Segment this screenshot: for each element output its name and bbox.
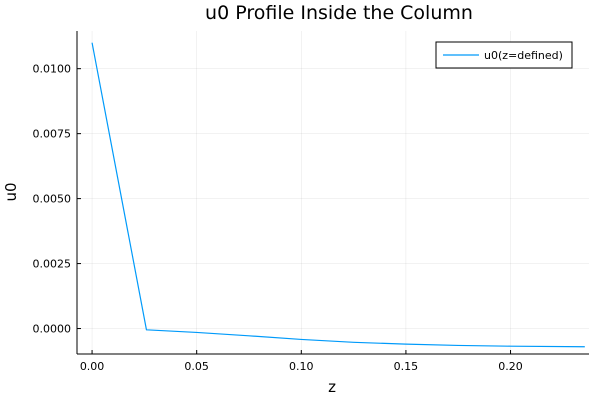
- series-layer: [91, 42, 585, 348]
- x-tick-label: 0.05: [184, 360, 209, 373]
- x-tick-label: 0.00: [80, 360, 105, 373]
- x-tick-label: 0.15: [394, 360, 419, 373]
- x-axis-title: z: [328, 378, 336, 396]
- x-tick-label: 0.20: [498, 360, 523, 373]
- series-line: [91, 42, 585, 348]
- data-point: [301, 339, 302, 340]
- ticks-layer: 0.00 0.05 0.10 0.15 0.20 0.0000 0.0025 0.0050 0.…: [33, 63, 523, 373]
- x-tick-label: 0.10: [289, 360, 314, 373]
- legend-label: u0(z=defined): [484, 49, 563, 62]
- data-point: [146, 329, 147, 330]
- y-tick-label: 0.0100: [33, 63, 72, 76]
- data-point: [510, 346, 511, 347]
- data-point: [353, 342, 354, 343]
- data-point: [196, 332, 197, 333]
- y-tick-label: 0.0075: [33, 128, 72, 141]
- data-point: [405, 344, 406, 345]
- axes-layer: [76, 31, 589, 355]
- legend: u0(z=defined): [435, 41, 573, 69]
- data-point: [584, 346, 585, 347]
- chart-title: u0 Profile Inside the Column: [205, 2, 473, 24]
- y-tick-label: 0.0000: [33, 323, 72, 336]
- grid-layer: [77, 31, 589, 354]
- data-point: [458, 345, 459, 346]
- data-point: [248, 335, 249, 336]
- y-axis-title: u0: [2, 182, 20, 201]
- y-tick-label: 0.0050: [33, 193, 72, 206]
- data-point: [91, 42, 92, 43]
- y-tick-label: 0.0025: [33, 258, 72, 271]
